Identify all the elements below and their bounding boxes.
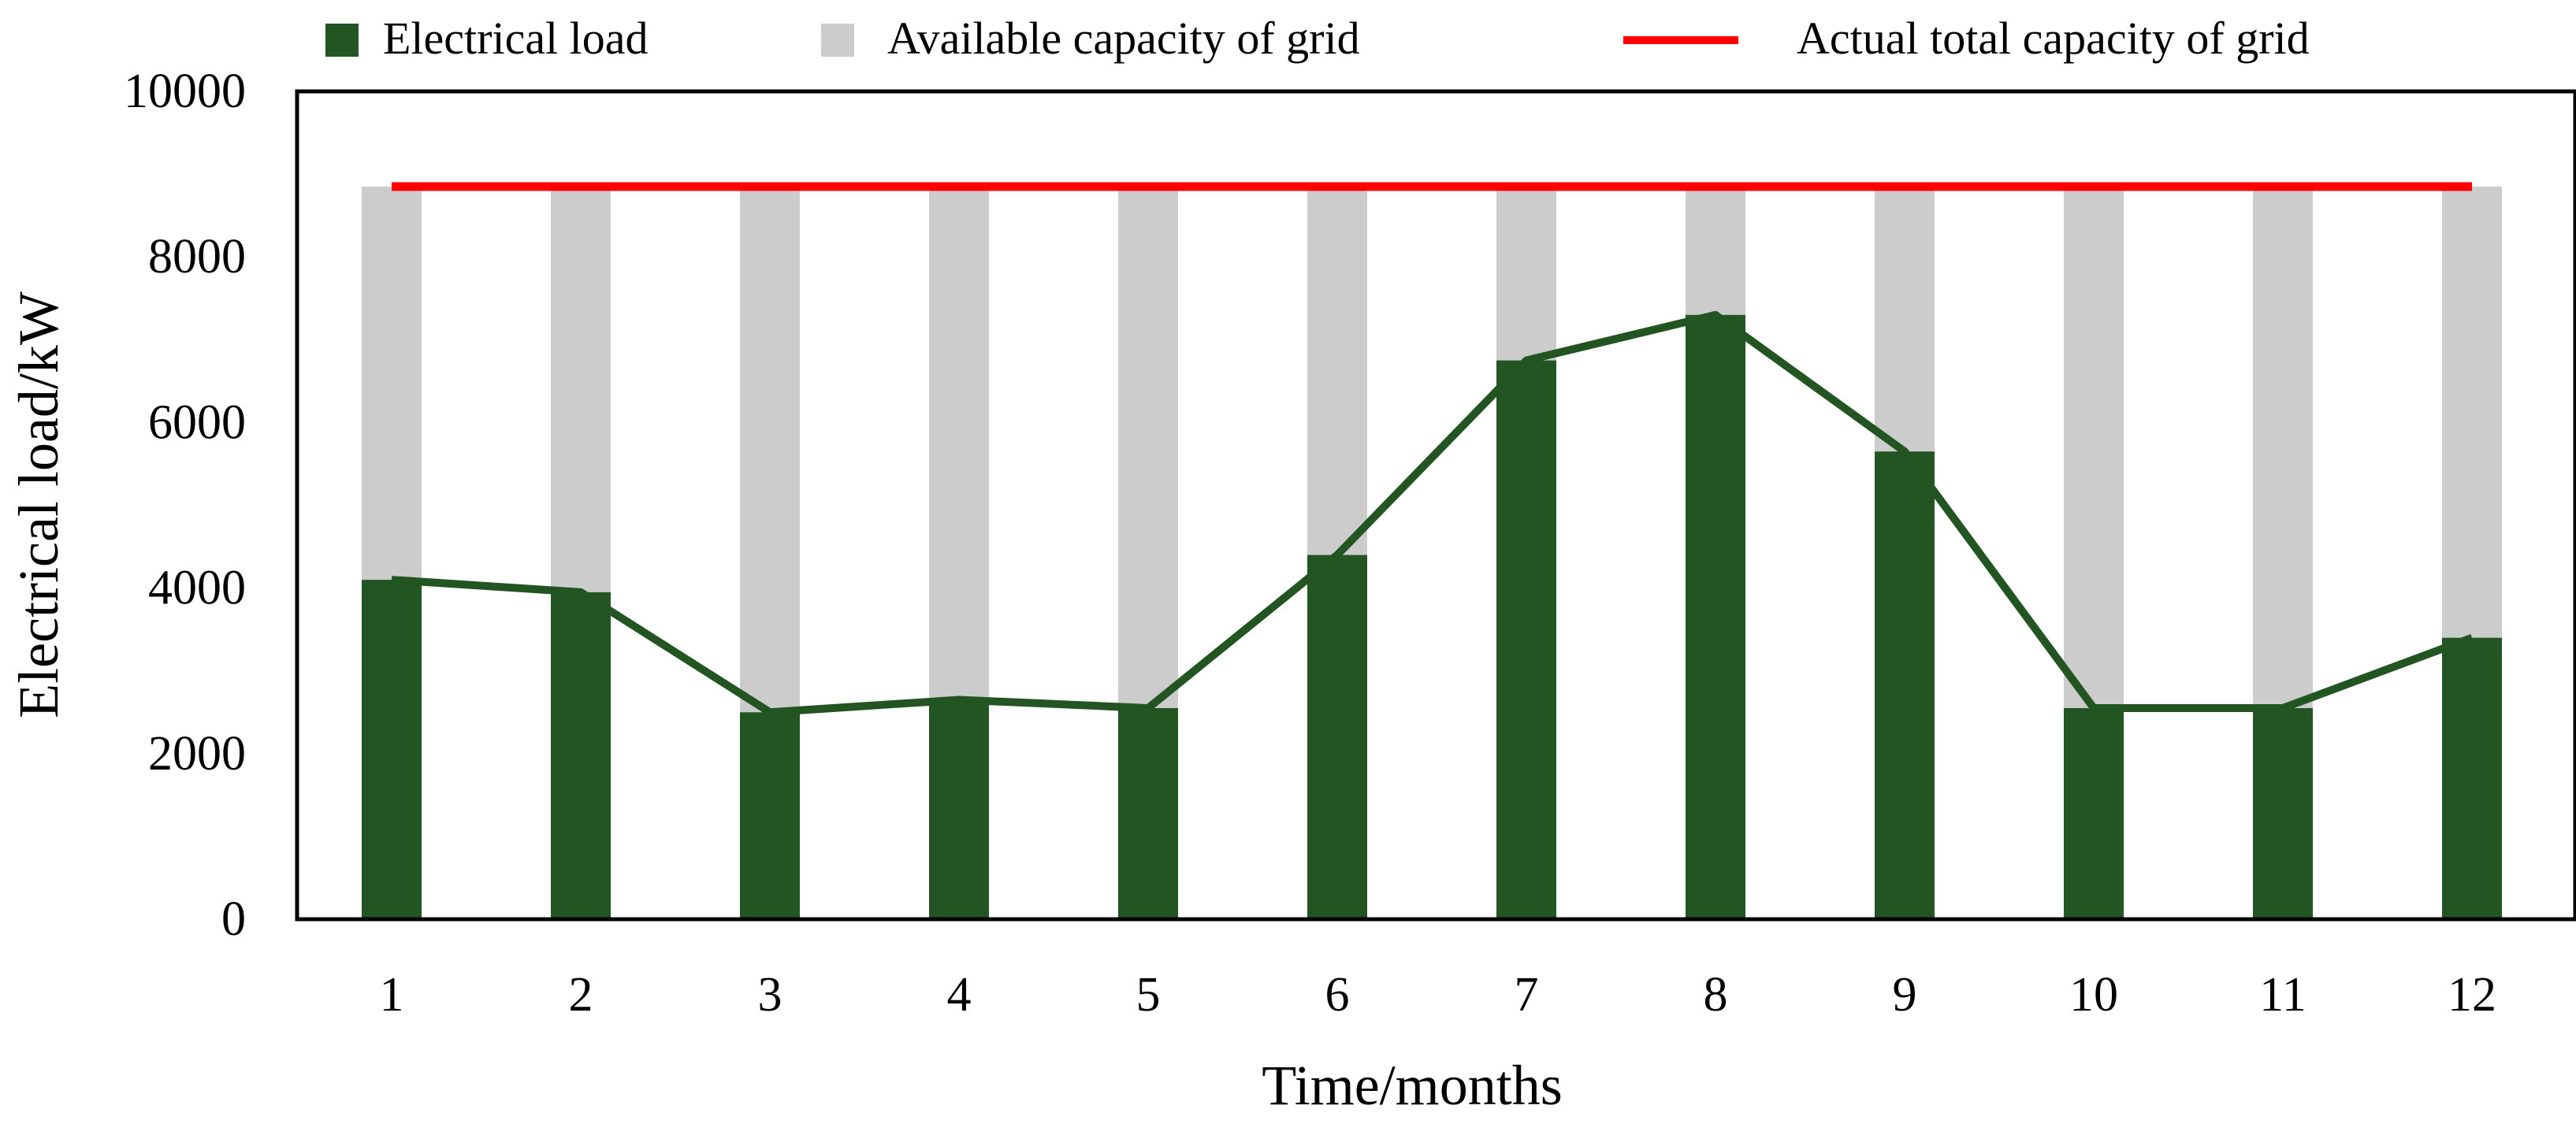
capacity-bar-4 <box>929 186 989 700</box>
x-tick-label: 12 <box>2448 968 2496 1022</box>
capacity-bar-12 <box>2442 186 2502 638</box>
plot-area <box>295 89 2576 922</box>
capacity-bar-6 <box>1307 186 1367 555</box>
capacity-bar-2 <box>551 186 611 592</box>
x-tick-label: 6 <box>1325 968 1350 1022</box>
load-bar-4 <box>929 699 989 919</box>
load-bar-9 <box>1875 451 1935 919</box>
load-bar-12 <box>2442 637 2502 919</box>
x-tick-label: 4 <box>947 968 972 1022</box>
capacity-bar-1 <box>362 186 422 581</box>
x-tick-label: 7 <box>1515 968 1539 1022</box>
x-tick-label: 9 <box>1893 968 1917 1022</box>
x-axis-label: Time/months <box>1262 1054 1562 1117</box>
y-tick-label: 4000 <box>148 562 246 615</box>
load-bar-8 <box>1686 314 1745 919</box>
load-bar-3 <box>740 712 800 919</box>
capacity-bar-9 <box>1875 186 1935 452</box>
legend-swatch-electrical-load <box>325 24 359 57</box>
x-tick-label: 1 <box>380 968 404 1022</box>
x-tick-label: 3 <box>758 968 782 1022</box>
load-line <box>391 310 2474 717</box>
legend-label-available-capacity: Available capacity of grid <box>887 13 1360 64</box>
legend-swatch-available-capacity <box>821 24 854 57</box>
load-bar-5 <box>1118 707 1178 919</box>
load-bars <box>362 314 2502 919</box>
x-tick-label: 10 <box>2069 968 2118 1022</box>
legend-label-total-capacity: Actual total capacity of grid <box>1797 13 2310 64</box>
y-axis-label: Electrical load/kW <box>7 291 70 718</box>
legend: Electrical load Available capacity of gr… <box>325 13 2310 64</box>
capacity-bar-8 <box>1686 186 1745 315</box>
capacity-bar-7 <box>1496 186 1556 361</box>
capacity-bar-11 <box>2253 186 2313 708</box>
x-tick-label: 5 <box>1136 968 1161 1022</box>
capacity-bars <box>362 186 2502 713</box>
legend-label-electrical-load: Electrical load <box>383 13 649 64</box>
y-tick-label: 2000 <box>148 727 246 781</box>
x-tick-label: 2 <box>569 968 593 1022</box>
x-axis-ticks: 1 2 3 4 5 6 7 8 9 10 11 12 <box>380 968 2497 1022</box>
load-bar-2 <box>551 592 611 919</box>
y-tick-label: 10000 <box>124 65 246 118</box>
y-tick-label: 0 <box>221 892 246 946</box>
load-bar-1 <box>362 580 422 919</box>
capacity-bar-5 <box>1118 186 1178 708</box>
y-axis-ticks: 0 2000 4000 6000 8000 10000 <box>124 65 246 946</box>
x-tick-label: 11 <box>2259 968 2307 1022</box>
load-bar-10 <box>2064 707 2124 919</box>
load-bar-7 <box>1496 360 1556 919</box>
load-bar-6 <box>1307 555 1367 919</box>
plot-frame <box>295 89 2576 922</box>
capacity-bar-3 <box>740 186 800 713</box>
y-tick-label: 8000 <box>148 230 246 284</box>
load-bar-11 <box>2253 707 2313 919</box>
capacity-bar-10 <box>2064 186 2124 708</box>
x-tick-label: 8 <box>1704 968 1728 1022</box>
y-tick-label: 6000 <box>148 395 246 449</box>
